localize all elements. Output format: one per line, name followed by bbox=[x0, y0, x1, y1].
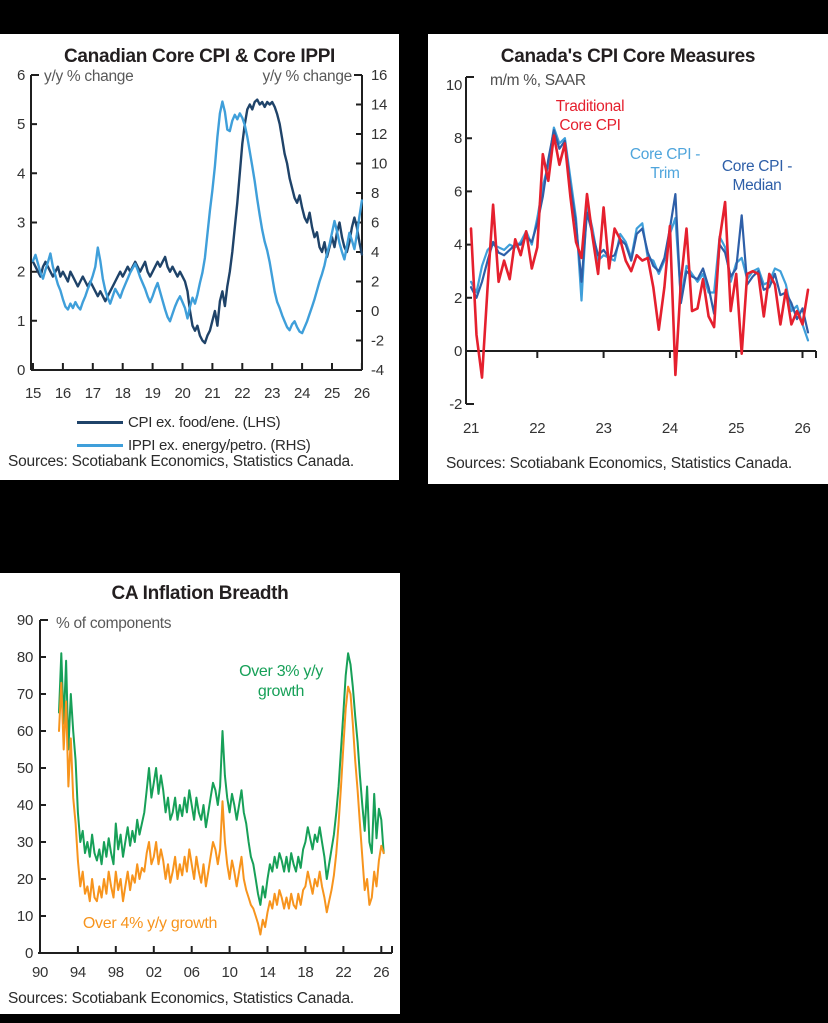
source-note: Sources: Scotiabank Economics, Statistic… bbox=[8, 453, 355, 470]
y2-tick-label: 16 bbox=[371, 67, 387, 84]
y-tick-label: 0 bbox=[454, 343, 462, 360]
y2-tick-label: 6 bbox=[371, 215, 379, 232]
series-line-over-4-y-y-growth bbox=[58, 681, 385, 936]
y-tick-label: 80 bbox=[17, 649, 33, 666]
y2-tick-label: -4 bbox=[371, 362, 384, 379]
source-note: Sources: Scotiabank Economics, Statistic… bbox=[446, 455, 793, 472]
y-tick-label: -2 bbox=[449, 396, 462, 413]
y2-tick-label: 8 bbox=[371, 185, 379, 202]
x-tick-label: 20 bbox=[174, 385, 190, 402]
y2-tick-label: 14 bbox=[371, 97, 387, 114]
y-tick-label: 4 bbox=[454, 237, 462, 254]
y-tick-label: 0 bbox=[17, 362, 25, 379]
x-tick-label: 16 bbox=[55, 385, 71, 402]
x-tick-label: 22 bbox=[335, 964, 351, 981]
x-tick-label: 17 bbox=[85, 385, 101, 402]
x-tick-label: 25 bbox=[324, 385, 340, 402]
legend-line-swatch bbox=[77, 443, 123, 448]
legend-label: IPPI ex. energy/petro. (RHS) bbox=[128, 437, 311, 454]
x-tick-label: 24 bbox=[662, 420, 678, 437]
y-tick-label: 5 bbox=[17, 116, 25, 133]
legend: CPI ex. food/ene. (LHS) IPPI ex. energy/p… bbox=[77, 411, 311, 457]
annotation-over-4pct: Over 4% y/y growth bbox=[82, 915, 218, 932]
x-tick-label: 18 bbox=[297, 964, 313, 981]
x-tick-label: 21 bbox=[463, 420, 479, 437]
x-tick-label: 94 bbox=[70, 964, 86, 981]
x-tick-label: 90 bbox=[32, 964, 48, 981]
annotation-traditional-core-cpi: Traditional Core CPI bbox=[555, 98, 625, 134]
y2-tick-label: -2 bbox=[371, 333, 384, 350]
x-tick-label: 18 bbox=[115, 385, 131, 402]
y-tick-label: 0 bbox=[25, 945, 33, 962]
line-chart-inflation-breadth: 90 94 98 02 06 10 14 18 22 26 0 10 20 30 40 50 60 70 80 90 bbox=[17, 612, 393, 981]
x-tick-label: 23 bbox=[264, 385, 280, 402]
series-line-traditional-core-cpi bbox=[469, 134, 810, 379]
y-tick-label: 4 bbox=[17, 165, 25, 182]
y2-tick-label: 2 bbox=[371, 274, 379, 291]
source-note: Sources: Scotiabank Economics, Statistic… bbox=[8, 990, 355, 1007]
y-tick-label: 1 bbox=[17, 313, 25, 330]
x-tick-label: 25 bbox=[728, 420, 744, 437]
annotation-over-3pct: Over 3% y/y growth bbox=[239, 663, 323, 700]
legend-line-swatch bbox=[77, 420, 123, 425]
y-axis-unit-label: % of components bbox=[56, 615, 172, 632]
line-chart-core-cpi-ippi: 15 16 17 18 19 20 21 22 23 24 25 260123456-4-202468… bbox=[17, 67, 387, 402]
y-tick-label: 6 bbox=[454, 183, 462, 200]
y-tick-label: 3 bbox=[17, 215, 25, 232]
series-line-over-3-y-y-growth bbox=[58, 652, 385, 906]
left-axis-unit-label: y/y % change bbox=[44, 68, 134, 85]
axis-frame bbox=[30, 74, 363, 371]
y-tick-label: 2 bbox=[17, 264, 25, 281]
x-tick-label: 21 bbox=[204, 385, 220, 402]
y-tick-label: 70 bbox=[17, 686, 33, 703]
legend-label: CPI ex. food/ene. (LHS) bbox=[128, 414, 281, 431]
chart-title: Canada's CPI Core Measures bbox=[500, 46, 756, 67]
y-tick-label: 90 bbox=[17, 612, 33, 629]
y2-tick-label: 12 bbox=[371, 126, 387, 143]
x-tick-label: 23 bbox=[596, 420, 612, 437]
x-tick-label: 22 bbox=[234, 385, 250, 402]
x-tick-label: 26 bbox=[794, 420, 810, 437]
x-tick-label: 14 bbox=[259, 964, 275, 981]
legend-item: CPI ex. food/ene. (LHS) bbox=[77, 411, 311, 434]
x-tick-label: 98 bbox=[108, 964, 124, 981]
chart-panel-inflation-breadth: CA Inflation Breadth % of components 90 9… bbox=[0, 573, 400, 1014]
annotation-core-cpi-trim: Core CPI - Trim bbox=[629, 146, 701, 182]
series-line-ippi-ex-energy-petro-rhs- bbox=[31, 100, 364, 335]
x-tick-label: 02 bbox=[146, 964, 162, 981]
right-axis-unit-label: y/y % change bbox=[262, 68, 353, 85]
annotation-core-cpi-median: Core CPI - Median bbox=[721, 158, 793, 194]
y-axis-unit-label: m/m %, SAAR bbox=[490, 72, 586, 89]
chart-panel-core-cpi-ippi: Canadian Core CPI & Core IPPI y/y % chan… bbox=[0, 34, 399, 480]
x-tick-label: 26 bbox=[354, 385, 370, 402]
x-tick-label: 22 bbox=[529, 420, 545, 437]
y2-tick-label: 0 bbox=[371, 303, 379, 320]
x-tick-label: 19 bbox=[145, 385, 161, 402]
y-tick-label: 8 bbox=[454, 130, 462, 147]
y-tick-label: 50 bbox=[17, 760, 33, 777]
y-tick-label: 10 bbox=[446, 77, 462, 94]
y-tick-label: 10 bbox=[17, 908, 33, 925]
legend-item: IPPI ex. energy/petro. (RHS) bbox=[77, 434, 311, 457]
x-tick-label: 26 bbox=[373, 964, 389, 981]
axis-frame bbox=[465, 76, 817, 405]
x-tick-label: 24 bbox=[294, 385, 310, 402]
y-tick-label: 40 bbox=[17, 797, 33, 814]
y2-tick-label: 4 bbox=[371, 244, 379, 261]
chart-panel-cpi-core-measures: Canada's CPI Core Measures m/m %, SAAR 2… bbox=[428, 34, 828, 484]
x-tick-label: 10 bbox=[222, 964, 238, 981]
y2-tick-label: 10 bbox=[371, 156, 387, 173]
y-tick-label: 20 bbox=[17, 871, 33, 888]
y-tick-label: 2 bbox=[454, 290, 462, 307]
y-tick-label: 60 bbox=[17, 723, 33, 740]
axis-frame bbox=[38, 619, 393, 954]
x-tick-label: 06 bbox=[184, 964, 200, 981]
y-tick-label: 30 bbox=[17, 834, 33, 851]
chart-title: Canadian Core CPI & Core IPPI bbox=[63, 46, 336, 67]
x-tick-label: 15 bbox=[25, 385, 41, 402]
chart-title: CA Inflation Breadth bbox=[111, 583, 289, 604]
y-tick-label: 6 bbox=[17, 67, 25, 84]
